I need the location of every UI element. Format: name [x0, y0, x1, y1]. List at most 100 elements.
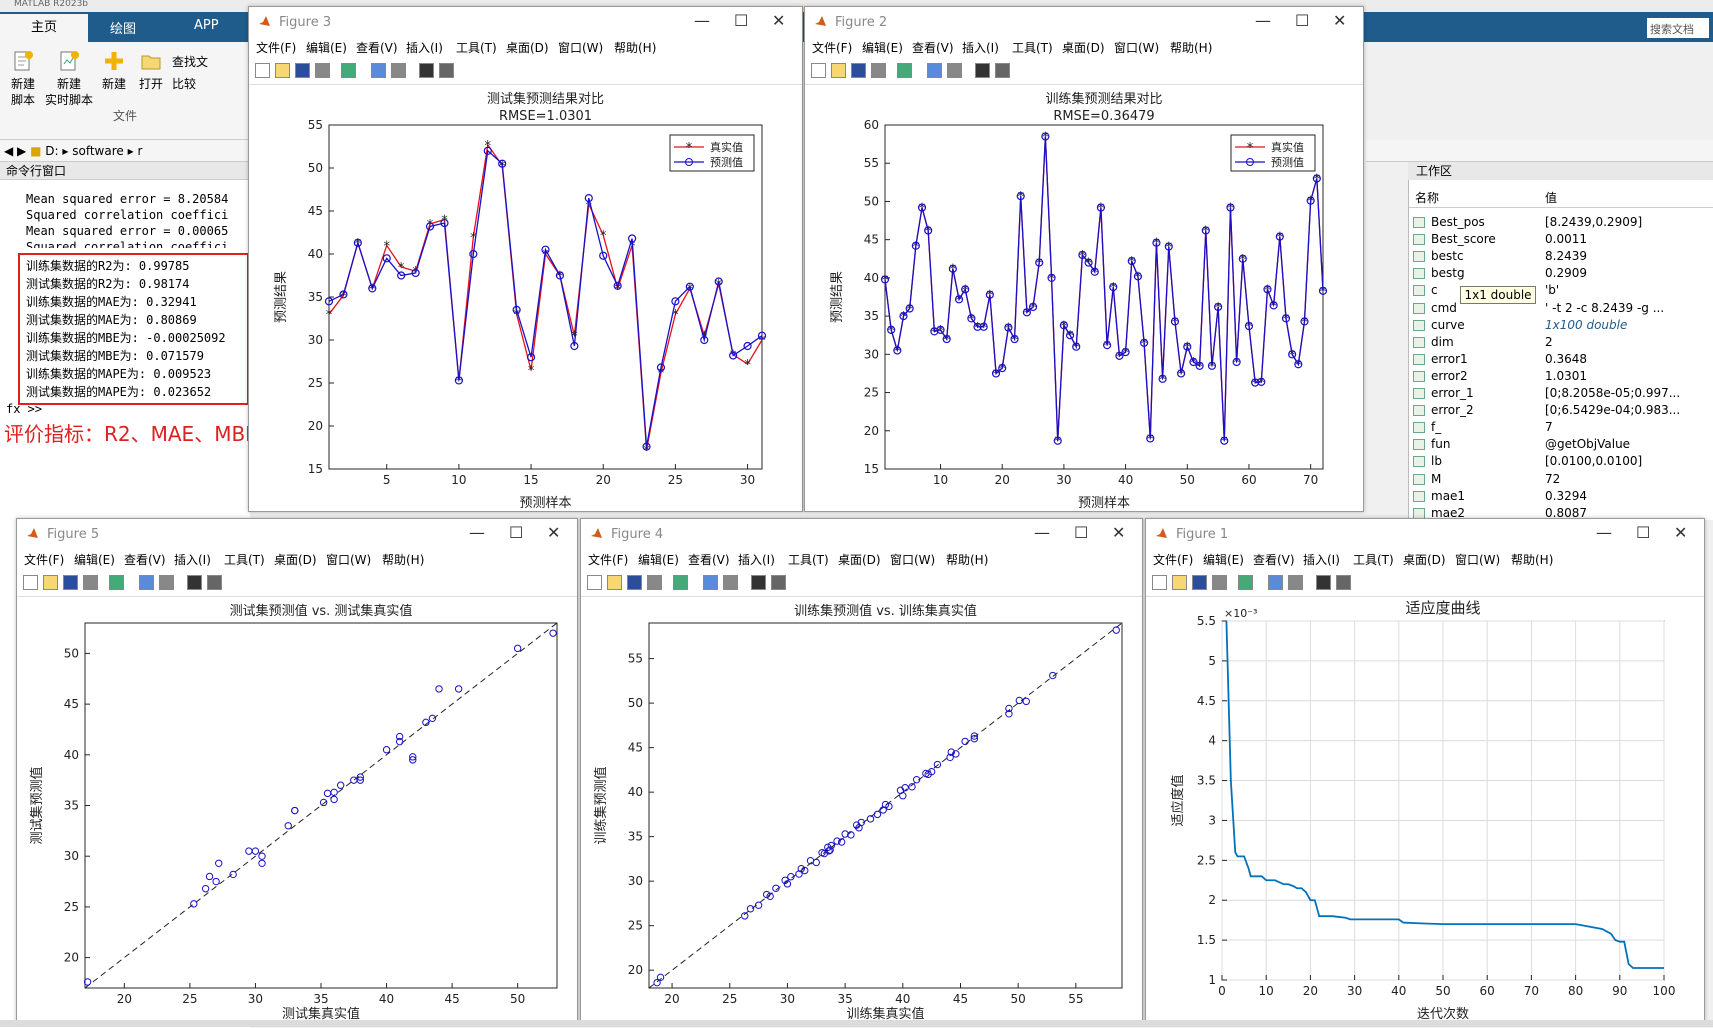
pointer-icon[interactable] — [975, 63, 990, 78]
legend-icon[interactable] — [391, 63, 406, 78]
menu-item[interactable]: 查看(V) — [912, 41, 954, 55]
new-script-button[interactable]: 新建 脚本 — [6, 50, 40, 108]
menu-item[interactable]: 帮助(H) — [1511, 553, 1554, 567]
workspace-row[interactable]: lb [0.0100,0.0100] — [1409, 453, 1713, 470]
path-segment[interactable]: D: — [45, 144, 59, 158]
figure-window[interactable]: Figure 3 — ☐ ✕ 文件(F) 编辑(E) 查看(V) 插入(I) 工具(T) 桌面(D… — [248, 6, 803, 512]
link-icon[interactable] — [1238, 575, 1253, 590]
tab-apps[interactable]: APP — [194, 18, 219, 33]
command-prompt[interactable]: fx >> — [6, 402, 43, 416]
close-button[interactable]: ✕ — [772, 11, 786, 30]
tab-plots[interactable]: 绘图 — [110, 22, 137, 37]
menu-item[interactable]: 编辑(E) — [638, 553, 679, 567]
figure-window[interactable]: Figure 2 — ☐ ✕ 文件(F) 编辑(E) 查看(V) 插入(I) 工具(T) 桌面(D… — [804, 6, 1364, 512]
legend-icon[interactable] — [1288, 575, 1303, 590]
pointer-icon[interactable] — [1316, 575, 1331, 590]
col-value-header[interactable]: 值 — [1545, 191, 1558, 205]
menu-item[interactable]: 文件(F) — [1153, 553, 1194, 567]
close-button[interactable]: ✕ — [1333, 11, 1347, 30]
workspace-row[interactable]: curve 1x100 double — [1409, 317, 1713, 334]
save-icon[interactable] — [627, 575, 642, 590]
menu-item[interactable]: 文件(F) — [812, 41, 853, 55]
close-button[interactable]: ✕ — [547, 523, 561, 542]
new-figure-icon[interactable] — [255, 63, 270, 78]
open-file-icon[interactable] — [1172, 575, 1187, 590]
maximize-button[interactable]: ☐ — [1636, 523, 1651, 542]
menu-item[interactable]: 桌面(D) — [274, 553, 317, 567]
menu-item[interactable]: 工具(T) — [456, 41, 497, 55]
colorbar-icon[interactable] — [371, 63, 386, 78]
menu-item[interactable]: 插入(I) — [174, 553, 211, 567]
menu-item[interactable]: 插入(I) — [738, 553, 775, 567]
figure-titlebar[interactable]: Figure 4 — ☐ ✕ — [581, 519, 1142, 549]
new-button[interactable]: 新建 — [98, 50, 130, 92]
menu-item[interactable]: 工具(T) — [1012, 41, 1053, 55]
link-icon[interactable] — [897, 63, 912, 78]
maximize-button[interactable]: ☐ — [509, 523, 524, 542]
menu-item[interactable]: 查看(V) — [688, 553, 730, 567]
workspace-row[interactable]: error_2 [0;6.5429e-04;0.983... — [1409, 402, 1713, 419]
menu-item[interactable]: 查看(V) — [356, 41, 398, 55]
new-figure-icon[interactable] — [23, 575, 38, 590]
workspace-row[interactable]: M 72 — [1409, 471, 1713, 488]
new-figure-icon[interactable] — [811, 63, 826, 78]
colorbar-icon[interactable] — [1268, 575, 1283, 590]
current-folder-bar[interactable]: ◀ ▶ ■ D: ▸ software ▸ r — [0, 140, 250, 162]
legend-icon[interactable] — [947, 63, 962, 78]
menu-item[interactable]: 工具(T) — [788, 553, 829, 567]
menu-item[interactable]: 文件(F) — [256, 41, 297, 55]
workspace-row[interactable]: error2 1.0301 — [1409, 368, 1713, 385]
workspace-row[interactable]: error1 0.3648 — [1409, 351, 1713, 368]
menu-item[interactable]: 编辑(E) — [862, 41, 903, 55]
open-file-icon[interactable] — [831, 63, 846, 78]
open-file-icon[interactable] — [607, 575, 622, 590]
workspace-row[interactable]: c 'b' — [1409, 282, 1713, 299]
new-figure-icon[interactable] — [1152, 575, 1167, 590]
menu-item[interactable]: 桌面(D) — [1403, 553, 1446, 567]
save-icon[interactable] — [295, 63, 310, 78]
menu-item[interactable]: 帮助(H) — [382, 553, 425, 567]
open-file-icon[interactable] — [275, 63, 290, 78]
pointer-icon[interactable] — [187, 575, 202, 590]
colorbar-icon[interactable] — [927, 63, 942, 78]
compare-button[interactable]: 比较 — [172, 76, 232, 92]
new-figure-icon[interactable] — [587, 575, 602, 590]
workspace-row[interactable]: mae2 0.8087 — [1409, 505, 1713, 522]
menu-item[interactable]: 插入(I) — [406, 41, 443, 55]
property-editor-icon[interactable] — [207, 575, 222, 590]
menu-item[interactable]: 查看(V) — [1253, 553, 1295, 567]
menu-item[interactable]: 窗口(W) — [326, 553, 372, 567]
tab-home[interactable]: 主页 — [0, 14, 88, 42]
pointer-icon[interactable] — [751, 575, 766, 590]
workspace-row[interactable]: f_ 7 — [1409, 419, 1713, 436]
menu-item[interactable]: 文件(F) — [24, 553, 65, 567]
property-editor-icon[interactable] — [1336, 575, 1351, 590]
menu-item[interactable]: 桌面(D) — [1062, 41, 1105, 55]
workspace-row[interactable]: error_1 [0;8.2058e-05;0.997... — [1409, 385, 1713, 402]
menu-item[interactable]: 工具(T) — [1353, 553, 1394, 567]
close-button[interactable]: ✕ — [1674, 523, 1688, 542]
maximize-button[interactable]: ☐ — [1074, 523, 1089, 542]
figure-window[interactable]: Figure 1 — ☐ ✕ 文件(F) 编辑(E) 查看(V) 插入(I) 工具(T) 桌面(D… — [1145, 518, 1705, 1023]
figure-titlebar[interactable]: Figure 2 — ☐ ✕ — [805, 7, 1363, 37]
save-icon[interactable] — [851, 63, 866, 78]
workspace-row[interactable]: Best_pos [8.2439,0.2909] — [1409, 214, 1713, 231]
menu-item[interactable]: 窗口(W) — [558, 41, 604, 55]
col-name-header[interactable]: 名称 — [1415, 191, 1440, 205]
menu-item[interactable]: 编辑(E) — [306, 41, 347, 55]
path-segment[interactable]: r — [137, 144, 143, 158]
menu-item[interactable]: 帮助(H) — [946, 553, 989, 567]
maximize-button[interactable]: ☐ — [734, 11, 749, 30]
workspace-row[interactable]: Best_score 0.0011 — [1409, 231, 1713, 248]
menu-item[interactable]: 文件(F) — [588, 553, 629, 567]
legend-icon[interactable] — [723, 575, 738, 590]
save-icon[interactable] — [63, 575, 78, 590]
menu-item[interactable]: 帮助(H) — [614, 41, 657, 55]
figure-titlebar[interactable]: Figure 1 — ☐ ✕ — [1146, 519, 1704, 549]
workspace-row[interactable]: cmd ' -t 2 -c 8.2439 -g ... — [1409, 300, 1713, 317]
workspace-row[interactable]: fun @getObjValue — [1409, 436, 1713, 453]
minimize-button[interactable]: — — [694, 11, 710, 30]
workspace-row[interactable]: bestc 8.2439 — [1409, 248, 1713, 265]
menu-item[interactable]: 插入(I) — [1303, 553, 1340, 567]
workspace-row[interactable]: dim 2 — [1409, 334, 1713, 351]
